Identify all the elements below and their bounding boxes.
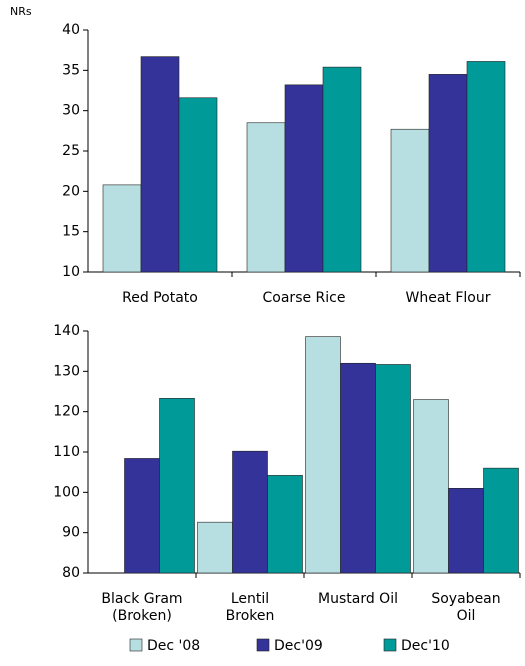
y-tick-label: 130: [53, 363, 80, 379]
bar: [466, 61, 506, 273]
y-tick-label: 100: [53, 484, 80, 500]
bar: [102, 184, 142, 273]
bar: [413, 399, 449, 574]
bar: [428, 74, 468, 273]
legend-label: Dec'10: [401, 638, 450, 654]
bar: [448, 487, 484, 574]
bar: [197, 521, 233, 574]
x-tick-label: Broken: [226, 608, 275, 624]
y-tick-label: 15: [62, 224, 80, 240]
x-tick-label: Wheat Flour: [406, 290, 491, 306]
y-tick-label: 40: [62, 22, 80, 38]
y-tick-label: 110: [53, 444, 80, 460]
bar: [284, 84, 324, 273]
legend-swatch: [383, 638, 397, 652]
bar: [140, 56, 180, 273]
x-tick-label: Mustard Oil: [318, 591, 398, 607]
bar: [159, 398, 195, 574]
x-tick-label: Oil: [457, 608, 476, 624]
y-tick-label: 35: [62, 62, 80, 78]
y-tick-label: 90: [62, 525, 80, 541]
y-tick-label: 10: [62, 264, 80, 280]
y-tick-label: 80: [62, 565, 80, 581]
y-tick-label: 140: [53, 323, 80, 339]
x-tick-label: Red Potato: [122, 290, 198, 306]
bar: [267, 475, 303, 574]
bar: [232, 450, 268, 574]
bar: [340, 362, 376, 574]
legend-swatch: [129, 638, 143, 652]
y-tick-label: 20: [62, 183, 80, 199]
bar: [390, 128, 430, 273]
y-tick-label: 25: [62, 143, 80, 159]
y-axis-label: NRs: [10, 5, 32, 18]
x-tick-label: Lentil: [231, 591, 269, 607]
bar: [305, 336, 341, 574]
bar: [483, 467, 519, 574]
x-tick-label: Coarse Rice: [263, 290, 346, 306]
legend-label: Dec'09: [274, 638, 323, 654]
bar: [322, 66, 362, 273]
bar: [246, 122, 286, 273]
x-tick-label: Soyabean: [431, 591, 500, 607]
legend-label: Dec '08: [147, 638, 200, 654]
legend-swatch: [256, 638, 270, 652]
bar: [375, 364, 411, 574]
y-tick-label: 30: [62, 103, 80, 119]
bar: [124, 458, 160, 574]
bar: [178, 97, 218, 273]
y-tick-label: 120: [53, 404, 80, 420]
x-tick-label: Black Gram: [101, 591, 182, 607]
x-tick-label: (Broken): [112, 608, 172, 624]
